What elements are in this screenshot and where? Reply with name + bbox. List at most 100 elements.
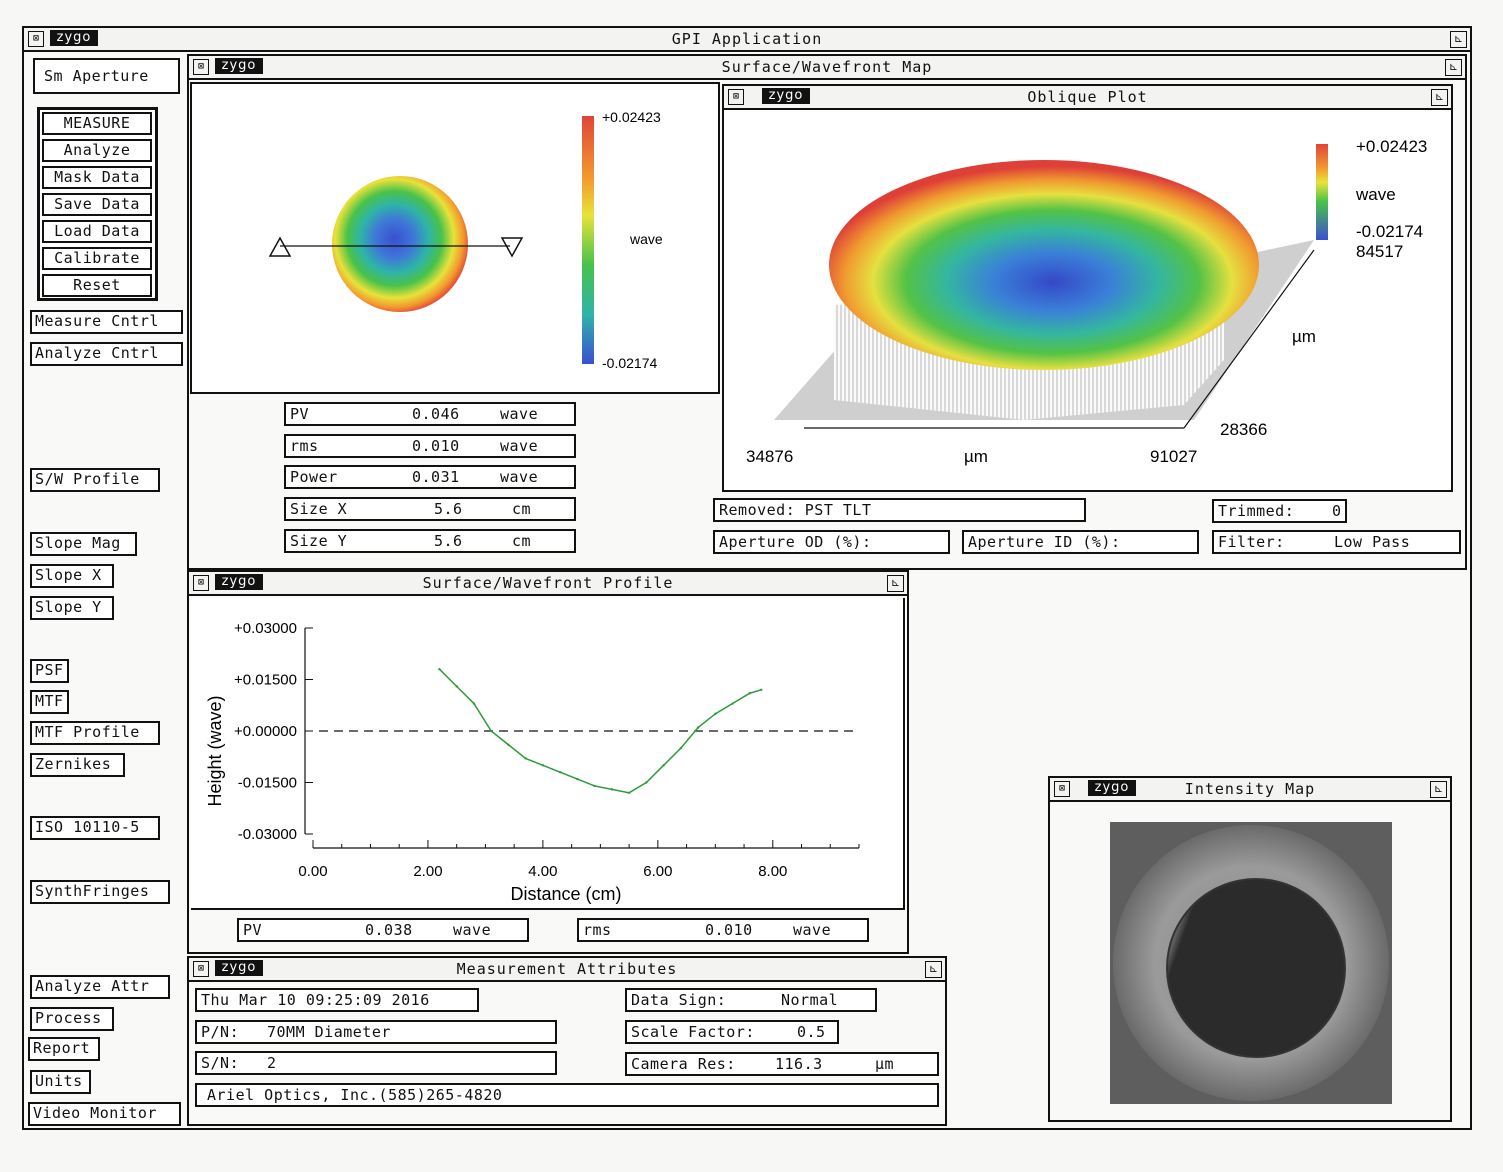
app-titlebar: ⊠ zygo GPI Application ⊾ [24, 28, 1470, 52]
analyze-attr-button[interactable]: Analyze Attr [30, 975, 170, 999]
zernikes-button[interactable]: Zernikes [30, 753, 125, 777]
wavefront-disc [332, 176, 468, 312]
psf-button[interactable]: PSF [30, 659, 69, 683]
x-unit-label: µm [964, 447, 988, 466]
load-data-button[interactable]: Load Data [42, 220, 152, 243]
measure-cntrl-button[interactable]: Measure Cntrl [30, 310, 183, 334]
x-tick-label: 2.00 [413, 863, 442, 880]
profile-data-point [748, 692, 751, 695]
colorbar-min-label: -0.02174 [602, 355, 657, 371]
profile-data-point [627, 791, 631, 794]
profile-data-point [731, 702, 734, 705]
y-tick-label: +0.03000 [234, 620, 297, 637]
calibrate-button[interactable]: Calibrate [42, 247, 152, 270]
slope-x-button[interactable]: Slope X [30, 564, 114, 588]
result-rms: rms 0.010 wave [284, 434, 576, 458]
zygo-logo: zygo [215, 58, 263, 74]
y-bottom-label: 28366 [1220, 420, 1267, 439]
maximize-icon[interactable]: ⊾ [1430, 781, 1447, 798]
close-icon[interactable]: ⊠ [193, 575, 209, 591]
close-icon[interactable]: ⊠ [193, 59, 209, 75]
y-axis-title: Height (wave) [205, 695, 225, 806]
iso-10110-button[interactable]: ISO 10110-5 [30, 816, 160, 840]
synthfringes-button[interactable]: SynthFringes [30, 880, 170, 904]
measurement-attributes-window: ⊠ zygo Measurement Attributes ⊾ Thu Mar … [187, 956, 947, 1126]
profile-data-point [558, 771, 562, 774]
profile-titlebar: ⊠ zygo Surface/Wavefront Profile ⊾ [189, 572, 907, 596]
sw-profile-button[interactable]: S/W Profile [30, 468, 160, 492]
wavefront-map-svg: +0.02423 wave -0.02174 [268, 109, 663, 371]
measure-button[interactable]: MEASURE [42, 112, 152, 135]
mtf-button[interactable]: MTF [30, 690, 69, 714]
intensity-image [1110, 822, 1392, 1104]
aperture-id-field[interactable]: Aperture ID (%): [962, 530, 1199, 554]
zygo-logo: zygo [762, 88, 810, 104]
mtf-profile-button[interactable]: MTF Profile [30, 721, 160, 745]
intensity-map-window: ⊠ zygo Intensity Map ⊾ [1048, 776, 1452, 1122]
video-monitor-button[interactable]: Video Monitor [28, 1102, 181, 1126]
maximize-icon[interactable]: ⊾ [925, 961, 942, 978]
profile-end-marker-icon[interactable] [500, 237, 524, 258]
analyze-button[interactable]: Analyze [42, 139, 152, 162]
profile-data-point [593, 784, 596, 788]
close-icon[interactable]: ⊠ [728, 89, 744, 105]
colorbar-min-label: -0.02174 [1356, 222, 1423, 241]
close-icon[interactable]: ⊠ [28, 31, 44, 47]
y-tick-label: +0.01500 [234, 672, 297, 689]
sn-field[interactable]: S/N: 2 [195, 1051, 557, 1075]
y-tick-label: -0.01500 [238, 775, 297, 792]
slope-mag-button[interactable]: Slope Mag [30, 532, 137, 556]
profile-data-point [645, 781, 648, 784]
profile-data-point [679, 746, 683, 750]
scale-factor-field: Scale Factor: 0.5 [625, 1020, 839, 1044]
sm-aperture-button[interactable]: Sm Aperture [33, 58, 180, 94]
mask-data-button[interactable]: Mask Data [42, 166, 152, 189]
intensity-title: Intensity Map [1184, 780, 1316, 798]
close-icon[interactable]: ⊠ [1054, 781, 1070, 797]
units-button[interactable]: Units [30, 1070, 91, 1094]
main-button-group: MEASURE Analyze Mask Data Save Data Load… [37, 107, 158, 301]
analyze-cntrl-button[interactable]: Analyze Cntrl [30, 342, 183, 366]
y-tick-label: +0.00000 [234, 723, 297, 740]
app-title: GPI Application [671, 30, 823, 48]
filter-field[interactable]: Filter: Low Pass [1212, 530, 1461, 554]
colorbar [1316, 144, 1328, 240]
slope-y-button[interactable]: Slope Y [30, 596, 114, 620]
maximize-icon[interactable]: ⊾ [887, 575, 904, 592]
profile-pv-field: PV 0.038 wave [237, 918, 529, 942]
zygo-logo: zygo [1088, 780, 1136, 796]
x-tick-label: 6.00 [643, 863, 672, 880]
close-icon[interactable]: ⊠ [193, 961, 209, 977]
profile-data-point [696, 726, 700, 729]
profile-data-point [507, 743, 510, 746]
oblique-surface [829, 160, 1259, 370]
save-data-button[interactable]: Save Data [42, 193, 152, 216]
result-size-y: Size Y 5.6 cm [284, 529, 576, 553]
process-button[interactable]: Process [30, 1007, 114, 1031]
company-field: Ariel Optics, Inc.(585)265-4820 [195, 1083, 939, 1107]
removed-field: Removed: PST TLT [713, 498, 1086, 522]
attributes-title: Measurement Attributes [456, 960, 678, 978]
profile-window: ⊠ zygo Surface/Wavefront Profile ⊾ 0.00 2… [187, 570, 909, 954]
report-button[interactable]: Report [28, 1037, 100, 1061]
maximize-icon[interactable]: ⊾ [1431, 89, 1448, 106]
profile-data-point [610, 788, 614, 791]
oblique-plot-titlebar: ⊠ zygo Oblique Plot ⊾ [724, 86, 1451, 110]
x-tick-label: 8.00 [758, 863, 787, 880]
oblique-plot-svg: +0.02423 wave -0.02174 84517 µm 28366 34… [746, 137, 1427, 466]
colorbar-extra-label: 84517 [1356, 242, 1403, 261]
result-power: Power 0.031 wave [284, 465, 576, 489]
profile-data-point [760, 688, 763, 691]
profile-chart: 0.00 2.00 4.00 6.00 8.00 +0.03000 +0.01500 +0.0… [205, 620, 860, 904]
aperture-od-field[interactable]: Aperture OD (%): [713, 530, 950, 554]
pn-field[interactable]: P/N: 70MM Diameter [195, 1020, 557, 1044]
maximize-icon[interactable]: ⊾ [1450, 31, 1467, 48]
profile-start-marker-icon[interactable] [268, 236, 292, 257]
maximize-icon[interactable]: ⊾ [1445, 59, 1462, 76]
x-tick-label: 0.00 [298, 863, 327, 880]
profile-data-point [714, 712, 717, 716]
profile-rms-field: rms 0.010 wave [577, 918, 869, 942]
reset-button[interactable]: Reset [42, 274, 152, 297]
result-size-x: Size X 5.6 cm [284, 497, 576, 521]
oblique-plot-title: Oblique Plot [1027, 88, 1148, 106]
